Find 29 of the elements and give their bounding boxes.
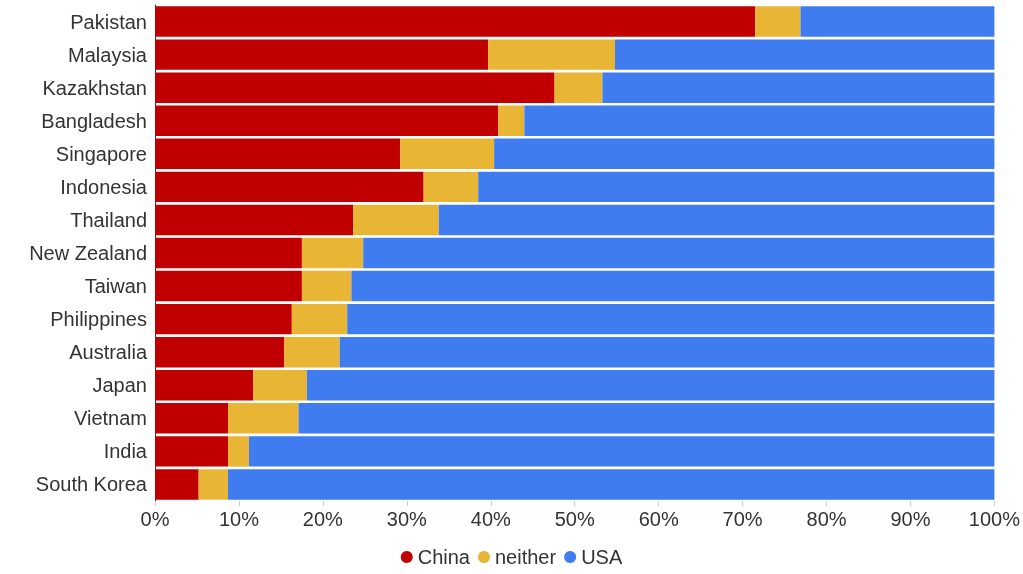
x-tick-label: 0% [140,508,170,530]
y-tick-label: South Korea [35,473,148,496]
y-tick-label: Malaysia [68,43,148,66]
y-tick-label: Taiwan [84,275,147,298]
legend-label: China [417,546,471,568]
x-tick-label: 80% [806,508,847,530]
y-tick-label: New Zealand [29,242,147,264]
x-tick-label: 60% [638,508,679,530]
x-tick-label: 90% [890,508,931,530]
x-tick-label: 70% [722,508,763,530]
legend-label: neither [494,546,557,568]
x-tick-label: 30% [386,508,428,530]
legend-label: USA [581,546,623,568]
y-tick-label: Australia [69,341,148,364]
y-tick-label: Philippines [50,308,147,331]
y-tick-label: Vietnam [73,407,147,430]
x-tick-label: 20% [302,508,344,530]
y-tick-label: Pakistan [70,10,147,33]
x-tick-label: 50% [554,508,595,530]
y-tick-label: Thailand [70,208,147,231]
x-tick-label: 10% [218,508,260,530]
y-tick-label: Singapore [55,142,147,165]
y-tick-label: India [103,440,148,463]
y-tick-label: Indonesia [60,175,148,198]
y-tick-label: Japan [92,374,147,397]
y-tick-label: Bangladesh [41,109,147,132]
x-tick-label: 100% [968,508,1021,530]
y-tick-label: Kazakhstan [42,76,147,99]
x-tick-label: 40% [470,508,511,530]
